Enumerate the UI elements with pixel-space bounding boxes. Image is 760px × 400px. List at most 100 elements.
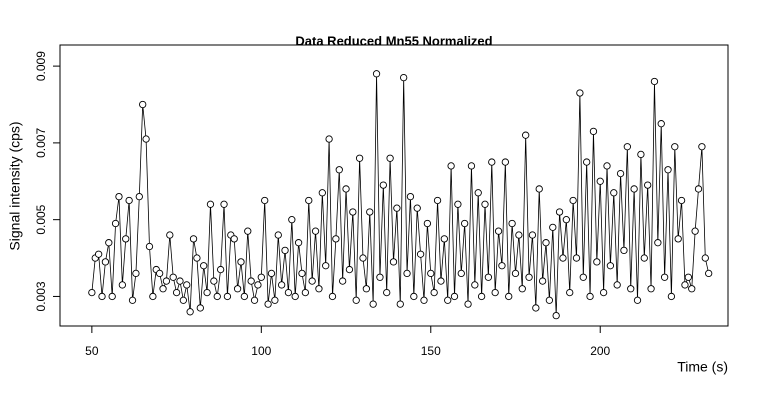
data-point — [616, 169, 625, 178]
data-point — [535, 185, 543, 193]
data-point — [98, 292, 106, 301]
data-point — [681, 281, 689, 289]
data-point — [355, 154, 364, 162]
data-point — [301, 288, 310, 297]
y-tick-label: 0.003 — [34, 281, 48, 311]
data-point — [667, 292, 676, 301]
data-point — [433, 196, 442, 205]
data-point — [128, 296, 137, 304]
data-point — [267, 269, 276, 278]
data-point — [532, 304, 540, 312]
data-point — [200, 262, 208, 270]
data-point — [576, 89, 584, 97]
data-point — [166, 231, 174, 239]
data-point — [196, 304, 204, 312]
y-tick-label: 0.007 — [34, 128, 48, 158]
data-point — [277, 281, 286, 289]
data-point — [118, 281, 127, 289]
data-point — [545, 296, 554, 304]
data-point — [189, 235, 198, 243]
data-point — [101, 258, 110, 266]
data-point — [660, 273, 669, 281]
data-point — [698, 143, 706, 151]
data-point — [135, 192, 143, 201]
data-point — [549, 223, 557, 231]
data-point — [94, 250, 103, 258]
data-point — [250, 296, 259, 304]
data-point — [254, 281, 262, 289]
data-point — [572, 254, 581, 262]
data-point — [108, 292, 116, 301]
data-point — [376, 273, 384, 281]
data-point — [515, 231, 523, 239]
data-point — [522, 131, 530, 139]
y-axis-title: Signal intensity (cps) — [7, 121, 23, 250]
data-point — [332, 235, 340, 243]
data-point — [210, 277, 218, 285]
data-point — [247, 277, 255, 285]
data-point — [298, 269, 306, 278]
data-point — [366, 208, 374, 216]
data-point — [508, 219, 516, 228]
x-tick-label: 50 — [85, 344, 99, 358]
data-point — [335, 166, 343, 174]
data-point — [149, 292, 157, 301]
data-point — [389, 258, 398, 266]
data-point — [579, 273, 587, 281]
data-point — [345, 265, 354, 274]
data-point — [477, 292, 486, 301]
data-point — [481, 200, 489, 208]
data-point — [396, 300, 404, 308]
data-point — [244, 227, 252, 235]
x-tick-label: 150 — [421, 344, 441, 358]
data-point — [339, 277, 347, 285]
data-point — [627, 285, 635, 293]
data-point — [240, 292, 249, 301]
data-point — [491, 288, 499, 297]
data-point — [450, 292, 459, 301]
data-point — [193, 254, 201, 262]
data-point — [566, 288, 574, 297]
data-point — [671, 143, 679, 151]
data-point — [261, 196, 269, 205]
data-point — [115, 192, 123, 201]
data-point — [271, 296, 279, 304]
data-point — [216, 265, 225, 274]
data-point — [162, 277, 171, 285]
data-point — [583, 158, 591, 166]
data-point — [213, 292, 221, 301]
data-point — [423, 219, 432, 228]
data-point — [274, 231, 282, 239]
data-point — [410, 292, 418, 301]
data-point — [644, 181, 652, 189]
plot-frame — [59, 44, 729, 327]
data-point — [413, 204, 421, 212]
data-point — [474, 189, 482, 197]
data-point — [593, 258, 601, 266]
data-point — [294, 239, 303, 247]
data-point — [139, 100, 147, 109]
data-point — [555, 208, 564, 216]
data-point — [623, 143, 631, 151]
data-point — [233, 285, 242, 293]
data-point — [379, 181, 387, 189]
data-point — [155, 269, 164, 278]
data-point — [206, 200, 215, 208]
data-point — [606, 262, 615, 270]
data-point — [603, 162, 611, 170]
data-point — [257, 273, 265, 281]
data-point — [559, 254, 567, 262]
data-point — [596, 177, 604, 185]
data-point — [132, 269, 140, 278]
data-point — [454, 200, 462, 208]
data-point — [430, 288, 438, 297]
data-point — [694, 185, 703, 193]
data-point — [640, 254, 648, 262]
data-point — [369, 300, 377, 308]
data-point — [437, 277, 445, 285]
data-point — [220, 200, 228, 208]
data-point — [403, 269, 411, 278]
data-point — [308, 277, 316, 285]
data-point — [552, 311, 560, 320]
